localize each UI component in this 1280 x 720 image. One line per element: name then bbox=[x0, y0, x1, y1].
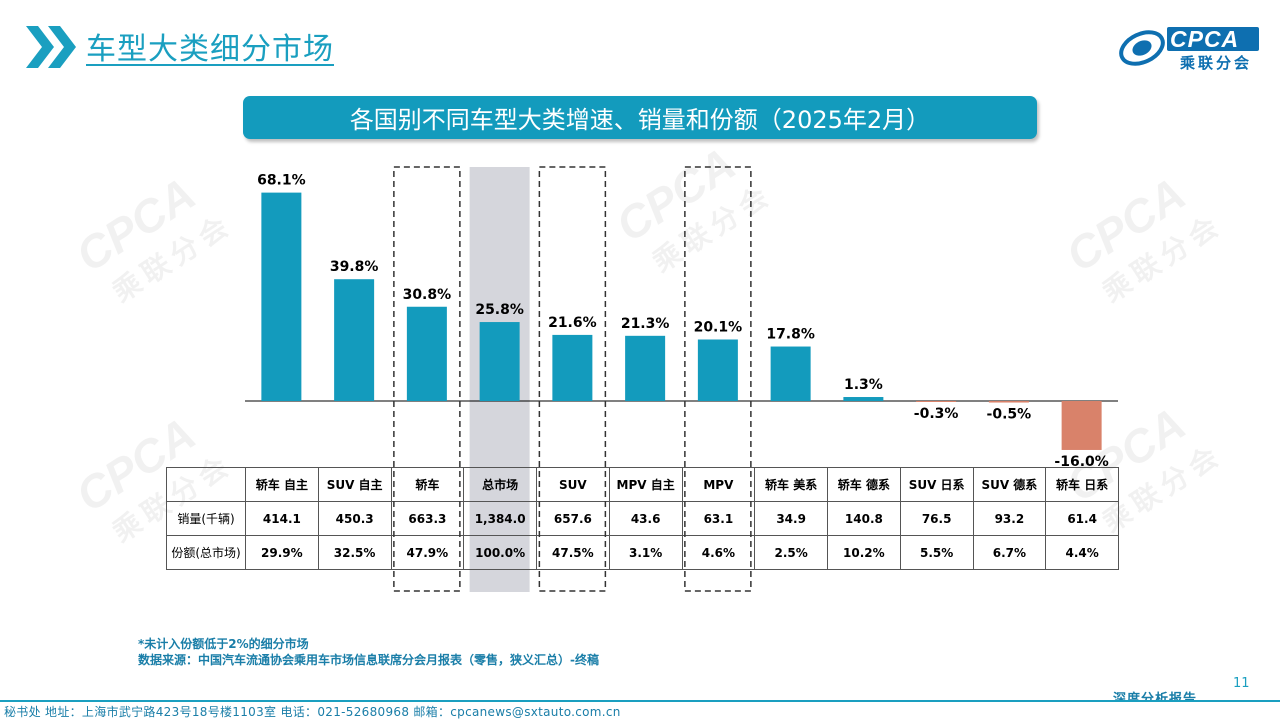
table-cell: 34.9 bbox=[754, 501, 828, 536]
bar bbox=[843, 397, 884, 401]
table-header-cell: 轿车 自主 bbox=[245, 467, 319, 502]
table-header-cell: SUV 德系 bbox=[972, 467, 1047, 502]
table-cell: 4.4% bbox=[1045, 535, 1119, 570]
bar bbox=[406, 306, 447, 401]
table-cell: 32.5% bbox=[317, 535, 392, 570]
table-corner-cell bbox=[166, 467, 246, 502]
page-title: 车型大类细分市场 bbox=[86, 32, 334, 67]
table-header-cell: MPV 自主 bbox=[608, 467, 683, 502]
table-cell: 43.6 bbox=[608, 501, 683, 536]
bar bbox=[1061, 401, 1102, 450]
table-cell: 5.5% bbox=[899, 535, 974, 570]
footer-contact: 秘书处 地址：上海市武宁路423号18号楼1103室 电话：021-526809… bbox=[4, 705, 621, 719]
logo-text: CPCA bbox=[1170, 26, 1240, 52]
table-cell: 450.3 bbox=[317, 501, 392, 536]
table-cell: 3.1% bbox=[608, 535, 683, 570]
table-cell: 1,384.0 bbox=[463, 501, 537, 536]
bar-value-label: 68.1% bbox=[257, 173, 306, 189]
table-cell: 414.1 bbox=[245, 501, 319, 536]
bar-value-label: 17.8% bbox=[766, 327, 815, 343]
bar-value-label: -16.0% bbox=[1054, 454, 1108, 470]
table-header-cell: MPV bbox=[681, 467, 756, 502]
table-header-row: 轿车 自主 SUV 自主 轿车 总市场 SUV MPV 自主 MPV 轿车 美系 轿车 德系 SU… bbox=[166, 467, 1119, 502]
bar-value-label: -0.5% bbox=[987, 407, 1032, 423]
footnote-data-source: 数据来源：中国汽车流通协会乘用车市场信息联席分会月报表（零售，狭义汇总）-终稿 bbox=[138, 653, 599, 667]
bar bbox=[770, 346, 811, 401]
table-cell: 10.2% bbox=[827, 535, 901, 570]
bar bbox=[697, 339, 738, 401]
footnote-share-threshold: *未计入份额低于2%的细分市场 bbox=[138, 637, 309, 651]
table-header-cell: 轿车 日系 bbox=[1045, 467, 1119, 502]
table-cell: 2.5% bbox=[754, 535, 828, 570]
table-header-cell: 轿车 德系 bbox=[827, 467, 901, 502]
table-row-label: 份额(总市场) bbox=[166, 535, 246, 570]
bar-value-label: 21.6% bbox=[548, 315, 597, 331]
table-header-cell: 总市场 bbox=[463, 467, 537, 502]
table-header-cell: SUV 日系 bbox=[899, 467, 974, 502]
logo-subtitle: 乘联分会 bbox=[1180, 54, 1253, 72]
bar bbox=[916, 401, 957, 402]
bar bbox=[479, 322, 520, 401]
table-cell: 663.3 bbox=[390, 501, 465, 536]
table-header-cell: 轿车 bbox=[390, 467, 465, 502]
bar bbox=[334, 279, 375, 401]
bar-value-label: 1.3% bbox=[844, 377, 883, 393]
chevron-arrows-icon bbox=[26, 26, 76, 68]
bar bbox=[552, 334, 593, 401]
table-cell: 61.4 bbox=[1045, 501, 1119, 536]
table-cell: 93.2 bbox=[972, 501, 1047, 536]
table-row-sales: 销量(千辆) 414.1 450.3 663.3 1,384.0 657.6 43.6 63.… bbox=[166, 501, 1119, 536]
bar-value-label: -0.3% bbox=[914, 406, 959, 422]
bar-value-label: 39.8% bbox=[330, 259, 379, 275]
table-cell: 4.6% bbox=[681, 535, 756, 570]
bar bbox=[261, 192, 302, 401]
table-header-cell: 轿车 美系 bbox=[754, 467, 828, 502]
table-cell: 29.9% bbox=[245, 535, 319, 570]
bar-value-label: 20.1% bbox=[694, 319, 743, 335]
page-number: 11 bbox=[1233, 676, 1250, 691]
table-cell: 140.8 bbox=[827, 501, 901, 536]
table-header-cell: SUV 自主 bbox=[317, 467, 392, 502]
bar bbox=[625, 335, 666, 401]
cpca-logo-icon bbox=[1119, 27, 1259, 66]
table-row-share: 份额(总市场) 29.9% 32.5% 47.9% 100.0% 47.5% 3.1% 4.6… bbox=[166, 535, 1119, 570]
footnotes: *未计入份额低于2%的细分市场 数据来源：中国汽车流通协会乘用车市场信息联席分会… bbox=[138, 636, 599, 668]
bar-value-label: 21.3% bbox=[621, 316, 670, 332]
table-header-cell: SUV bbox=[536, 467, 610, 502]
table-cell: 47.5% bbox=[536, 535, 610, 570]
table-cell: 6.7% bbox=[972, 535, 1047, 570]
bar-value-label: 30.8% bbox=[403, 287, 452, 303]
table-cell: 100.0% bbox=[463, 535, 537, 570]
table-cell: 657.6 bbox=[536, 501, 610, 536]
data-table: 轿车 自主 SUV 自主 轿车 总市场 SUV MPV 自主 MPV 轿车 美系 轿车 德系 SU… bbox=[166, 467, 1119, 570]
table-cell: 63.1 bbox=[681, 501, 756, 536]
bar bbox=[988, 401, 1029, 403]
table-cell: 76.5 bbox=[899, 501, 974, 536]
footer-bar bbox=[0, 700, 1280, 720]
table-row-label: 销量(千辆) bbox=[166, 501, 246, 536]
chart-banner-title: 各国别不同车型大类增速、销量和份额（2025年2月） bbox=[243, 96, 1037, 139]
bar-value-label: 25.8% bbox=[475, 302, 524, 318]
table-cell: 47.9% bbox=[390, 535, 465, 570]
